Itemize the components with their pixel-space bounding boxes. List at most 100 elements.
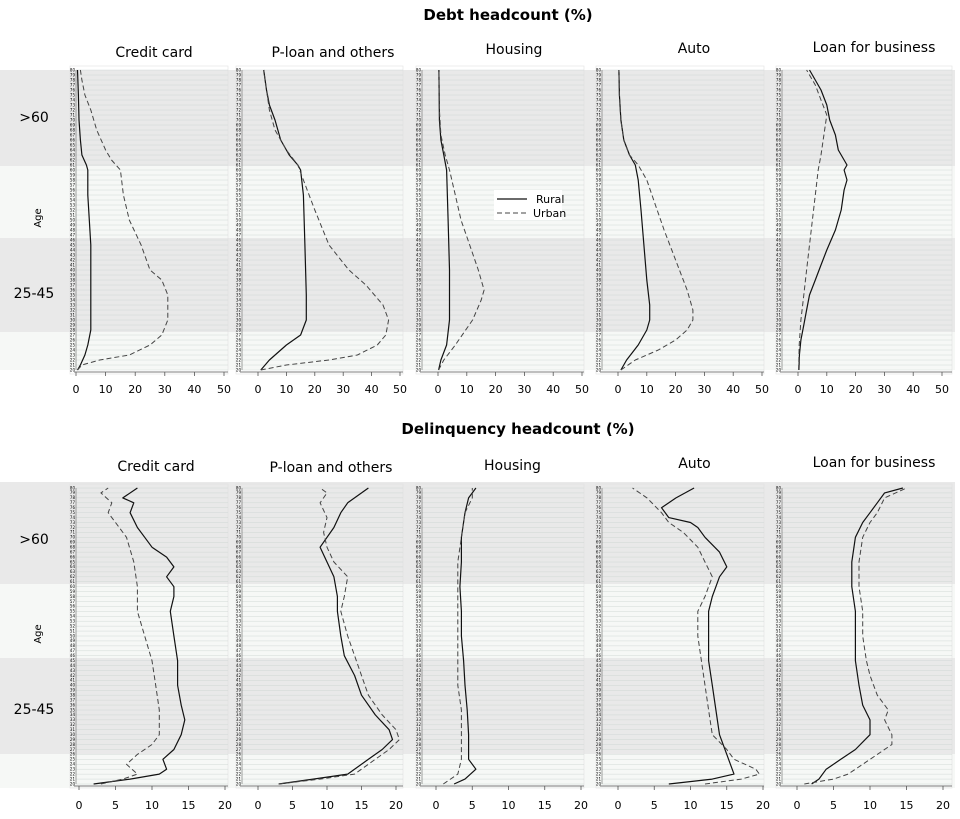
x-tick-label: 15	[355, 799, 369, 812]
y-tick-label: 79	[416, 72, 422, 77]
x-tick-label: 20	[574, 799, 588, 812]
y-tick-label: 67	[416, 549, 422, 554]
y-tick-label: 69	[70, 122, 76, 127]
y-tick-label: 21	[70, 776, 76, 781]
y-tick-label: 40	[596, 683, 602, 688]
y-tick-label: 68	[416, 545, 422, 550]
x-tick-label: 0	[255, 799, 262, 812]
series-line-rural	[76, 69, 92, 371]
age-band	[0, 482, 955, 584]
y-tick-label: 50	[70, 633, 76, 638]
series-line-rural	[93, 487, 186, 785]
x-tick-label: 15	[182, 799, 196, 812]
y-tick-label: 27	[416, 747, 422, 752]
y-tick-label: 70	[70, 117, 76, 122]
y-tick-label: 44	[236, 247, 242, 252]
y-tick-label: 20	[776, 367, 782, 372]
x-tick-label: 0	[76, 799, 83, 812]
y-tick-label: 31	[70, 312, 76, 317]
y-tick-label: 80	[596, 485, 602, 490]
y-tick-label: 48	[596, 643, 602, 648]
y-tick-label: 67	[70, 549, 76, 554]
y-tick-label: 21	[416, 776, 422, 781]
y-tick-label: 69	[776, 540, 782, 545]
y-tick-label: 32	[70, 722, 76, 727]
y-tick-label: 28	[416, 327, 422, 332]
y-tick-label: 27	[236, 747, 242, 752]
y-tick-label: 52	[596, 623, 602, 628]
y-tick-label: 58	[416, 594, 422, 599]
y-tick-label: 31	[596, 727, 602, 732]
legend-rural-label: Rural	[536, 193, 564, 206]
y-tick-label: 20	[596, 781, 602, 786]
x-tick-label: 10	[502, 799, 516, 812]
y-tick-label: 58	[70, 594, 76, 599]
y-tick-label: 26	[776, 337, 782, 342]
y-tick-label: 27	[70, 332, 76, 337]
y-tick-label: 63	[236, 569, 242, 574]
y-tick-label: 64	[776, 564, 782, 569]
y-tick-label: 74	[416, 515, 422, 520]
y-tick-label: 54	[236, 614, 242, 619]
y-tick-label: 27	[236, 332, 242, 337]
y-tick-label: 71	[70, 530, 76, 535]
y-tick-label: 77	[416, 82, 422, 87]
y-tick-label: 46	[596, 237, 602, 242]
y-tick-label: 38	[236, 277, 242, 282]
y-tick-label: 31	[776, 727, 782, 732]
y-tick-label: 68	[776, 127, 782, 132]
y-tick-label: 78	[596, 77, 602, 82]
y-tick-label: 21	[776, 362, 782, 367]
y-tick-label: 77	[236, 82, 242, 87]
y-tick-label: 42	[70, 257, 76, 262]
y-tick-label: 32	[776, 722, 782, 727]
y-tick-label: 59	[596, 589, 602, 594]
y-tick-label: 23	[236, 767, 242, 772]
y-tick-label: 60	[776, 167, 782, 172]
y-tick-label: 73	[776, 520, 782, 525]
y-tick-label: 21	[596, 776, 602, 781]
x-tick-label: 40	[365, 383, 379, 396]
y-tick-label: 24	[416, 347, 422, 352]
y-tick-label: 55	[70, 192, 76, 197]
y-tick-label: 69	[236, 122, 242, 127]
y-tick-label: 55	[776, 609, 782, 614]
y-tick-label: 33	[70, 717, 76, 722]
y-tick-label: 38	[416, 277, 422, 282]
series-line-rural	[278, 487, 394, 785]
age-band	[0, 166, 955, 238]
y-tick-label: 77	[776, 82, 782, 87]
y-tick-label: 43	[236, 668, 242, 673]
y-tick-label: 74	[596, 515, 602, 520]
y-tick-label: 67	[70, 132, 76, 137]
y-tick-label: 31	[776, 312, 782, 317]
y-tick-label: 48	[236, 643, 242, 648]
x-tick-label: 10	[460, 383, 474, 396]
y-tick-label: 71	[416, 112, 422, 117]
y-tick-label: 46	[70, 237, 76, 242]
y-tick-label: 30	[596, 317, 602, 322]
y-tick-label: 79	[70, 490, 76, 495]
y-tick-label: 72	[776, 107, 782, 112]
y-tick-label: 65	[70, 142, 76, 147]
x-tick-label: 0	[795, 383, 802, 396]
y-tick-label: 63	[416, 152, 422, 157]
chart-panel: 2021222324252627282930313233343536373839…	[235, 460, 404, 812]
y-tick-label: 79	[70, 72, 76, 77]
y-tick-label: 63	[776, 569, 782, 574]
y-tick-label: 68	[596, 127, 602, 132]
y-tick-label: 60	[596, 167, 602, 172]
x-tick-label: 5	[469, 799, 476, 812]
y-tick-label: 76	[776, 505, 782, 510]
y-axis-label: Age	[33, 624, 44, 643]
y-tick-label: 58	[70, 177, 76, 182]
y-tick-label: 28	[70, 327, 76, 332]
chart-section: >6025-45Age20212223242526272829303132333…	[0, 455, 955, 812]
x-tick-label: 20	[308, 383, 322, 396]
y-tick-label: 75	[776, 510, 782, 515]
y-tick-label: 25	[236, 757, 242, 762]
y-tick-label: 22	[236, 357, 242, 362]
chart-panel: 2021222324252627282930313233343536373839…	[415, 42, 589, 396]
y-tick-label: 74	[70, 515, 76, 520]
